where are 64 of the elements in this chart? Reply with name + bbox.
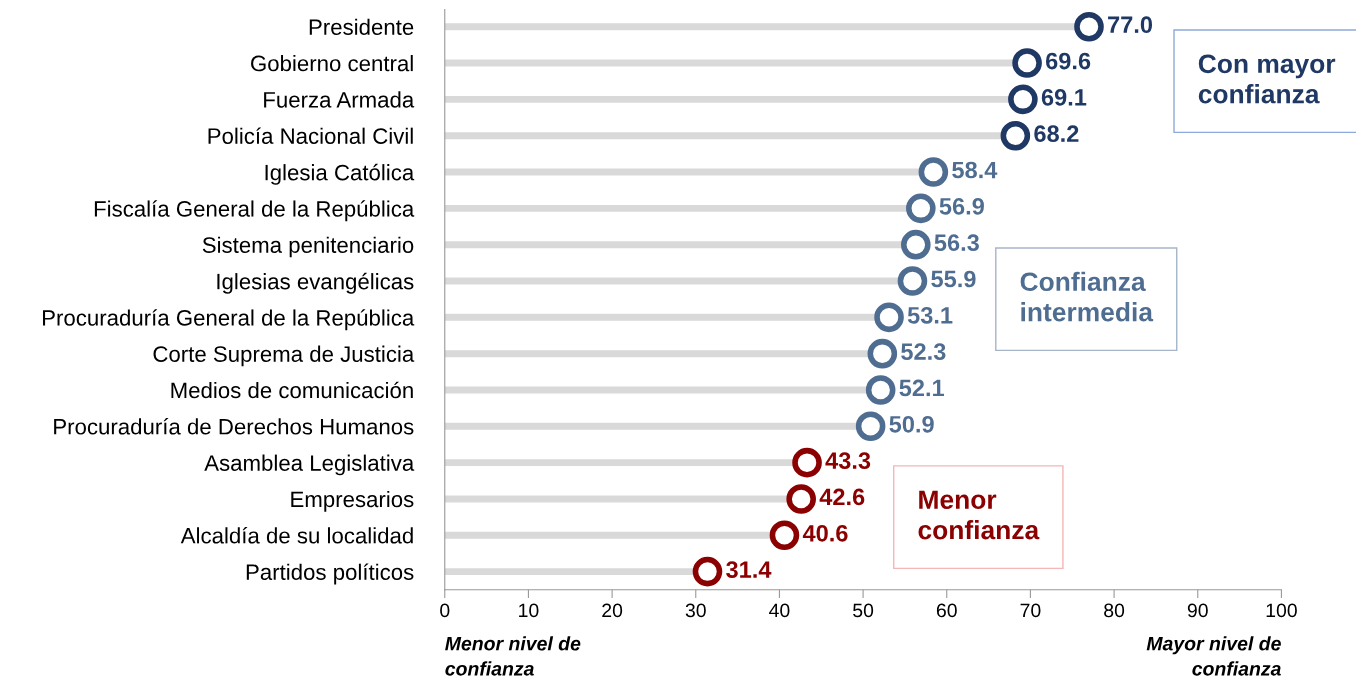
point: [786, 484, 816, 514]
point: [1074, 11, 1104, 42]
point: [769, 520, 800, 551]
text: Menor nivel de confianza: [445, 636, 581, 676]
data-label: 77.0: [1108, 16, 1153, 34]
y-tick-label: Gobierno central: [251, 54, 413, 72]
point: [918, 157, 949, 187]
y-tick-label: Partidos políticos: [246, 563, 414, 585]
point: [1012, 48, 1042, 78]
x-tick-label: 40: [769, 603, 790, 618]
data-label: 52.3: [901, 343, 946, 361]
data-label: 50.9: [889, 415, 934, 433]
y-tick-label: Corte Suprema de Justicia: [153, 345, 415, 367]
point: [792, 447, 822, 478]
point: [1000, 120, 1031, 151]
annotation: Con mayor confianza: [1198, 54, 1336, 104]
y-tick-label: Procuraduría General de la República: [43, 309, 415, 331]
x-tick-label: 100: [1266, 603, 1297, 618]
data-label: 42.6: [819, 488, 865, 506]
y-tick-label: Empresarios: [291, 490, 414, 512]
data-label: 56.9: [939, 197, 984, 215]
y-tick-label: Asamblea Legislativa: [204, 454, 415, 476]
x-tick-label: 90: [1187, 603, 1208, 618]
y-tick-label: Iglesias evangélicas: [217, 272, 414, 294]
data-label: 55.9: [931, 270, 976, 288]
y-tick-label: Presidente: [309, 18, 414, 35]
y-tick-label: Procuraduría de Derechos Humanos: [54, 418, 414, 435]
y-tick-label: Fiscalía General de la República: [94, 200, 415, 222]
point: [906, 193, 936, 224]
data-label: 69.1: [1041, 88, 1087, 106]
point: [874, 302, 904, 333]
y-tick-label: Alcaldía de su localidad: [180, 526, 413, 544]
text: Mayor nivel de confianza: [1146, 636, 1281, 676]
data-label: 56.3: [934, 234, 979, 252]
x-tick-label: 20: [602, 603, 623, 618]
y-tick-label: Policía Nacional Civil: [208, 127, 413, 144]
point: [1008, 84, 1038, 115]
y-tick-label: Sistema penitenciario: [202, 236, 414, 258]
x-tick-label: 10: [519, 603, 539, 618]
x-tick-label: 80: [1104, 603, 1125, 618]
y-tick-label: Iglesia Católica: [265, 163, 415, 185]
annotation: Confianza intermedia: [1020, 271, 1154, 322]
point: [692, 556, 723, 587]
x-tick-label: 30: [685, 603, 706, 618]
point: [897, 266, 928, 296]
point: [900, 229, 931, 260]
x-tick-label: 50: [853, 603, 874, 618]
y-tick-label: Fuerza Armada: [264, 91, 415, 108]
annotation: Menor confianza: [918, 490, 1040, 540]
point: [867, 338, 898, 369]
point: [855, 411, 886, 442]
point: [865, 375, 896, 405]
data-label: 40.6: [802, 524, 848, 542]
x-tick-label: 0: [440, 603, 450, 618]
data-label: 58.4: [952, 161, 998, 179]
data-label: 53.1: [907, 306, 953, 324]
data-label: 52.1: [899, 379, 945, 397]
data-label: 69.6: [1046, 52, 1091, 70]
data-label: 31.4: [726, 561, 772, 578]
x-tick-label: 70: [1020, 603, 1041, 618]
data-label: 68.2: [1034, 125, 1079, 143]
data-label: 43.3: [825, 452, 871, 470]
y-tick-label: Medios de comunicación: [171, 381, 413, 399]
x-tick-label: 60: [936, 603, 957, 618]
